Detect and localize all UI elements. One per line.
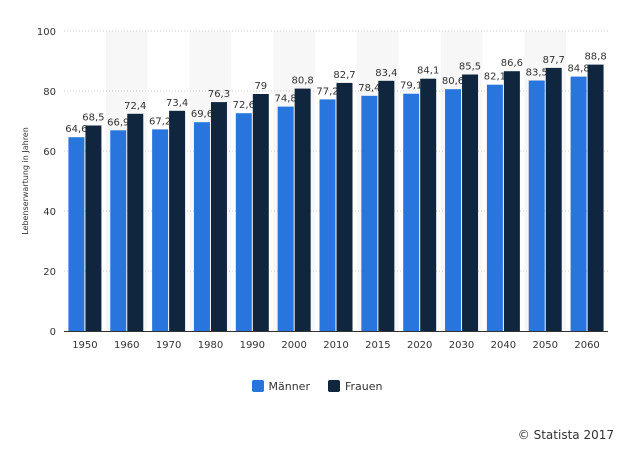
data-label: 79,1 bbox=[400, 81, 422, 92]
bar-frauen bbox=[127, 113, 144, 331]
legend-swatch bbox=[327, 380, 340, 392]
data-label: 66,9 bbox=[107, 117, 129, 128]
legend-label: Frauen bbox=[344, 380, 383, 393]
x-tick-label: 2040 bbox=[491, 340, 516, 351]
data-label: 72,6 bbox=[233, 100, 255, 111]
data-label: 84,8 bbox=[567, 64, 589, 75]
data-label: 83,4 bbox=[375, 68, 397, 79]
bar-maenner bbox=[445, 89, 462, 331]
bar-maenner bbox=[235, 113, 252, 331]
bar-maenner bbox=[528, 80, 545, 331]
data-label: 83,5 bbox=[526, 68, 548, 79]
data-label: 88,8 bbox=[584, 52, 606, 63]
data-label: 64,6 bbox=[65, 124, 87, 135]
y-tick-label: 80 bbox=[43, 87, 56, 98]
data-label: 85,5 bbox=[459, 62, 481, 73]
bar-frauen bbox=[252, 94, 269, 331]
bar-maenner bbox=[193, 122, 210, 331]
data-label: 77,2 bbox=[316, 86, 338, 97]
data-label: 76,3 bbox=[208, 89, 230, 100]
y-tick-label: 100 bbox=[37, 27, 56, 38]
x-tick-label: 2015 bbox=[365, 340, 390, 351]
x-tick-label: 1960 bbox=[114, 340, 139, 351]
data-label: 82,7 bbox=[333, 70, 355, 81]
bar-frauen bbox=[336, 82, 353, 332]
data-label: 82,1 bbox=[484, 72, 506, 83]
bar-maenner bbox=[319, 99, 336, 332]
x-tick-label: 2000 bbox=[281, 340, 306, 351]
bar-frauen bbox=[85, 125, 102, 331]
bar-maenner bbox=[277, 106, 294, 331]
y-axis-title: Lebenserwartung in Jahren bbox=[21, 127, 30, 235]
bar-maenner bbox=[110, 130, 127, 331]
bar-maenner bbox=[486, 84, 503, 331]
bar-frauen bbox=[294, 88, 311, 331]
legend-item-frauen[interactable]: Frauen bbox=[327, 380, 383, 393]
bar-maenner bbox=[68, 137, 85, 331]
data-label: 87,7 bbox=[543, 55, 565, 66]
data-label: 74,8 bbox=[275, 94, 297, 105]
bar-frauen bbox=[210, 102, 227, 331]
y-tick-label: 20 bbox=[43, 267, 56, 278]
bar-frauen bbox=[420, 78, 437, 331]
y-tick-label: 60 bbox=[43, 147, 56, 158]
x-tick-label: 2030 bbox=[449, 340, 474, 351]
data-label: 80,8 bbox=[292, 76, 314, 87]
x-tick-label: 1950 bbox=[72, 340, 97, 351]
legend-label: Männer bbox=[268, 380, 310, 393]
legend: Männer Frauen bbox=[0, 380, 634, 393]
legend-item-maenner[interactable]: Männer bbox=[251, 380, 310, 393]
data-label: 80,6 bbox=[442, 76, 464, 87]
x-tick-label: 1990 bbox=[240, 340, 265, 351]
bar-frauen bbox=[503, 71, 520, 331]
x-tick-label: 2060 bbox=[574, 340, 599, 351]
bar-frauen bbox=[462, 74, 479, 331]
data-label: 69,6 bbox=[191, 109, 213, 120]
legend-swatch bbox=[251, 380, 264, 392]
copyright-credit[interactable]: © Statista 2017 bbox=[517, 428, 614, 442]
bar-frauen bbox=[169, 110, 186, 331]
bar-frauen bbox=[545, 67, 562, 332]
data-label: 79 bbox=[254, 81, 267, 92]
x-tick-label: 2020 bbox=[407, 340, 432, 351]
bar-frauen bbox=[587, 64, 604, 331]
data-label: 84,1 bbox=[417, 66, 439, 77]
y-tick-label: 40 bbox=[43, 207, 56, 218]
x-tick-label: 1980 bbox=[198, 340, 223, 351]
bar-maenner bbox=[361, 95, 378, 331]
x-tick-label: 1970 bbox=[156, 340, 181, 351]
data-label: 68,5 bbox=[82, 113, 104, 124]
x-tick-label: 2010 bbox=[323, 340, 348, 351]
bar-maenner bbox=[570, 76, 587, 331]
data-label: 72,4 bbox=[124, 101, 146, 112]
data-label: 78,4 bbox=[358, 83, 380, 94]
x-tick-label: 2050 bbox=[533, 340, 558, 351]
y-tick-label: 0 bbox=[50, 327, 56, 338]
data-label: 73,4 bbox=[166, 98, 188, 109]
bar-maenner bbox=[152, 129, 169, 331]
bar-frauen bbox=[378, 80, 395, 331]
bar-maenner bbox=[403, 93, 420, 331]
data-label: 67,2 bbox=[149, 116, 171, 127]
data-label: 86,6 bbox=[501, 58, 523, 69]
